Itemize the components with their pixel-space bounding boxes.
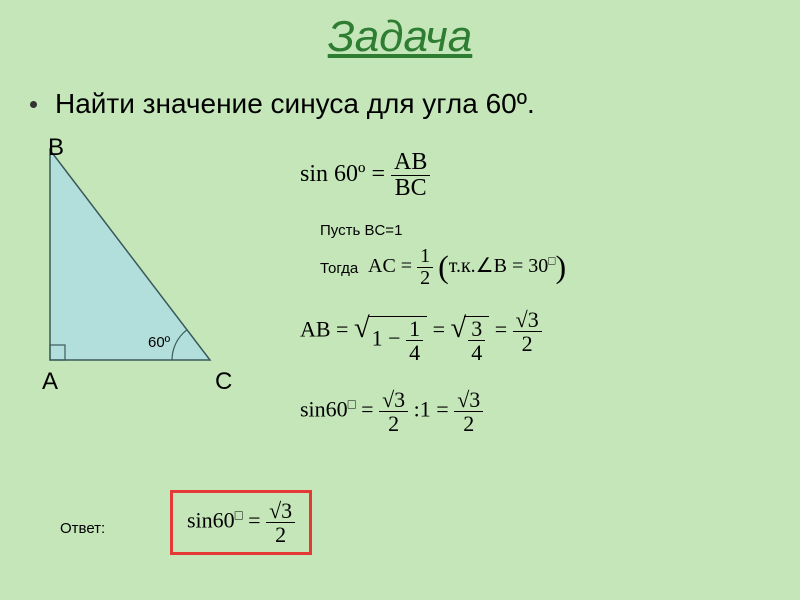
slide-title: Задача: [0, 12, 800, 62]
sqrt-2: √ 3 4: [451, 316, 490, 364]
frac-root3-2-a: √3 2: [513, 308, 542, 355]
ans-lhs: sin60: [187, 508, 235, 533]
div-1: :1 =: [414, 397, 449, 422]
frac-root3-2-c: √3 2: [454, 388, 483, 435]
fraction-ab-bc: AB BC: [391, 150, 430, 201]
radical-icon: √: [516, 307, 528, 332]
r2-num: 3: [468, 317, 485, 341]
s2-den: 2: [454, 412, 483, 435]
frac-root3-2-b: √3 2: [379, 388, 408, 435]
eq-ac: AC = 1 2 (т.к.∠В = 30□): [368, 246, 566, 289]
ab-pre: AB =: [300, 317, 348, 342]
sin60-lhs: sin60: [300, 397, 348, 422]
ans-den: 2: [266, 523, 295, 546]
ac-num: 1: [417, 246, 433, 268]
slide: Задача Найти значение синуса для угла 60…: [0, 0, 800, 600]
frac-root3-2-ans: √3 2: [266, 499, 295, 546]
paren-close-icon: ): [555, 249, 566, 285]
sqrt-1: √ 1 − 1 4: [354, 316, 427, 364]
equals-1: =: [433, 317, 451, 342]
equals-2: =: [495, 317, 513, 342]
equals-3: =: [361, 397, 379, 422]
triangle-svg: [30, 140, 240, 380]
numerator-ab: AB: [391, 150, 430, 176]
paren-open-icon: (: [438, 249, 449, 285]
eq-ab: AB = √ 1 − 1 4 = √ 3 4 = √3 2: [300, 308, 542, 364]
vertex-b-label: B: [48, 134, 64, 162]
s1-num: 3: [394, 387, 405, 412]
ans-sup: □: [235, 507, 243, 522]
r3-den: 2: [513, 332, 542, 355]
triangle-diagram: B A C 60º: [30, 140, 240, 380]
bullet-icon: [30, 101, 37, 108]
radical-icon: √: [382, 387, 394, 412]
r2-den: 4: [468, 341, 485, 364]
eq-sin60-calc: sin60□ = √3 2 :1 = √3 2: [300, 388, 483, 435]
problem-statement: Найти значение синуса для угла 60º.: [30, 88, 535, 120]
frac-1-2: 1 2: [417, 246, 433, 289]
ac-pre: AC =: [368, 255, 412, 277]
r1-left: 1 −: [372, 325, 401, 350]
frac-3-4: 3 4: [468, 317, 485, 364]
paren-text: т.к.∠В = 30: [449, 255, 549, 277]
r1-num: 1: [406, 317, 423, 341]
s2-num: 3: [469, 387, 480, 412]
sin60-sup: □: [348, 396, 356, 411]
equals-ans: =: [248, 508, 266, 533]
then-label: Тогда: [320, 260, 358, 277]
r3-num: 3: [528, 307, 539, 332]
answer-label: Ответ:: [60, 520, 105, 537]
triangle-shape: [50, 150, 210, 360]
ans-num: 3: [281, 498, 292, 523]
eq-sin-definition: sin 60º = AB BC: [300, 150, 430, 201]
vertex-a-label: A: [42, 368, 58, 396]
radical-icon: √: [269, 498, 281, 523]
ac-den: 2: [417, 268, 433, 289]
frac-1-4: 1 4: [406, 317, 423, 364]
answer-box: sin60□ = √3 2: [170, 490, 312, 555]
let-bc-1: Пусть BC=1: [320, 222, 402, 239]
problem-text: Найти значение синуса для угла 60º.: [55, 88, 535, 120]
s1-den: 2: [379, 412, 408, 435]
radical-icon: √: [457, 387, 469, 412]
denominator-bc: BC: [391, 176, 430, 201]
angle-60-label: 60º: [148, 334, 170, 351]
vertex-c-label: C: [215, 368, 232, 396]
eq-sin-lhs: sin 60º =: [300, 161, 385, 187]
r1-den: 4: [406, 341, 423, 364]
